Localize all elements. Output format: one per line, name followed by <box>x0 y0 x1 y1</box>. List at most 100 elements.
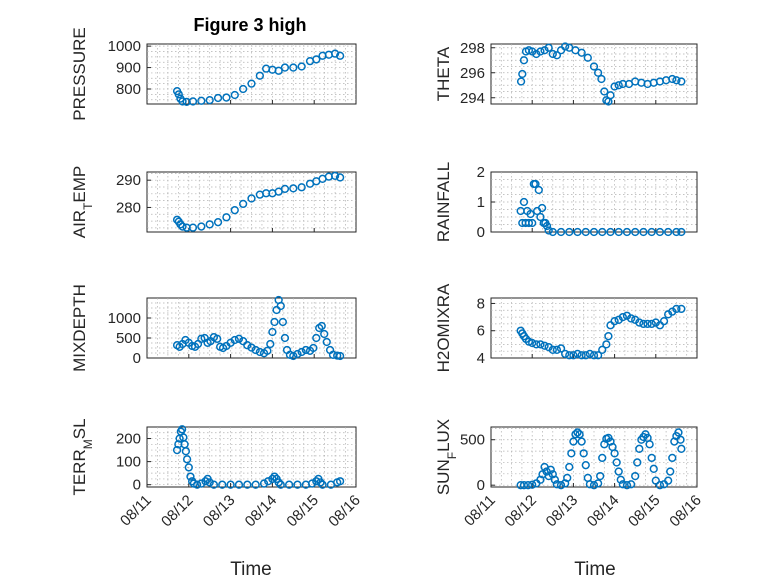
data-point <box>645 440 654 449</box>
data-point <box>531 179 540 189</box>
data-point <box>335 173 345 182</box>
data-point <box>666 467 675 476</box>
data-point <box>178 97 187 106</box>
subplot-7: 0 100 200 08/11 08/12 08/13 08/14 08/15 08/16 TER… <box>70 418 364 530</box>
data-point <box>280 184 290 194</box>
data-point <box>618 312 627 322</box>
y-axis-label-part: LUX <box>434 419 453 452</box>
y-tick-label: 1000 <box>108 38 141 55</box>
subplot-2: 294 296 298 THETA <box>434 40 698 107</box>
data-point <box>659 317 669 326</box>
data-series <box>516 42 686 106</box>
data-point <box>676 435 685 444</box>
data-series <box>516 304 686 360</box>
data-point <box>197 334 206 343</box>
data-point <box>647 453 656 463</box>
data-point <box>297 183 306 192</box>
data-point <box>596 471 605 481</box>
data-point <box>523 481 533 490</box>
xlabel-left: Time <box>230 559 272 580</box>
data-point <box>274 66 283 75</box>
data-point <box>552 51 562 60</box>
data-point <box>606 321 615 330</box>
y-tick-label: 294 <box>460 90 485 107</box>
data-point <box>593 351 603 360</box>
data-point <box>317 321 326 331</box>
y-axis-label-part: EMP <box>70 166 89 203</box>
y-axis-label-part: M <box>81 439 95 449</box>
data-point <box>593 479 603 488</box>
data-point <box>524 218 534 228</box>
data-point <box>243 480 252 489</box>
data-point <box>276 480 285 489</box>
y-axis-label: MIXDEPTH <box>70 284 89 372</box>
data-point <box>516 77 526 86</box>
data-point <box>548 345 557 354</box>
data-point <box>213 93 223 103</box>
data-point <box>567 449 576 458</box>
data-point <box>604 332 613 341</box>
data-point <box>186 472 195 481</box>
data-point <box>616 475 625 484</box>
y-axis-label: H2OMIXRA <box>434 283 453 372</box>
data-point <box>581 351 590 360</box>
data-point <box>268 474 277 484</box>
y-axis-label-part: SUN <box>434 459 453 495</box>
data-point <box>614 467 623 476</box>
data-point <box>297 62 306 71</box>
y-tick-label: 500 <box>116 330 141 347</box>
data-point <box>614 81 623 90</box>
data-point <box>519 197 529 207</box>
data-point <box>205 478 214 487</box>
data-point <box>322 337 331 347</box>
data-point <box>610 449 619 458</box>
data-point <box>635 444 644 453</box>
data-point <box>548 49 557 59</box>
y-tick-label: 298 <box>460 40 485 57</box>
data-point <box>565 462 574 472</box>
data-point <box>293 480 302 489</box>
x-tick-label: 08/15 <box>283 492 322 531</box>
data-point <box>589 227 599 237</box>
y-axis-label-part: F <box>445 452 459 459</box>
data-point <box>600 87 609 96</box>
data-point <box>561 349 570 359</box>
data-point <box>606 227 615 237</box>
y-tick-label: 0 <box>133 477 141 494</box>
data-point <box>614 227 623 237</box>
y-tick-label: 800 <box>116 81 141 98</box>
y-axis-label: THETA <box>434 46 453 101</box>
data-point <box>569 437 578 446</box>
data-point <box>631 471 640 481</box>
data-point <box>264 477 273 486</box>
y-tick-label: 900 <box>116 60 141 77</box>
data-point <box>335 351 345 361</box>
data-point <box>230 90 239 100</box>
subplot-4: 0 1 2 RAINFALL <box>434 162 698 242</box>
data-point <box>234 334 244 343</box>
data-point <box>635 318 644 327</box>
data-point <box>556 227 566 237</box>
data-point <box>289 184 298 193</box>
x-tick-label: 08/12 <box>501 492 540 531</box>
data-point <box>526 209 535 219</box>
data-point <box>247 79 256 88</box>
data-point <box>270 472 279 481</box>
data-point <box>243 341 252 350</box>
x-tick-label: 08/11 <box>461 492 499 530</box>
data-point <box>598 345 607 354</box>
data-point <box>177 425 187 434</box>
data-series <box>172 49 345 107</box>
subplot-6: 4 6 8 H2OMIXRA <box>434 283 698 372</box>
data-point <box>274 478 283 487</box>
xlabel-right: Time <box>574 559 616 580</box>
data-point <box>270 317 279 327</box>
data-point <box>565 227 574 237</box>
data-point <box>633 458 642 467</box>
data-point <box>573 227 582 237</box>
y-axis-label: PRESSURE <box>70 27 89 121</box>
data-point <box>528 47 537 56</box>
subplot-5: 0 500 1000 MIXDEPTH <box>70 284 357 372</box>
data-point <box>550 475 560 484</box>
data-point <box>230 206 239 215</box>
